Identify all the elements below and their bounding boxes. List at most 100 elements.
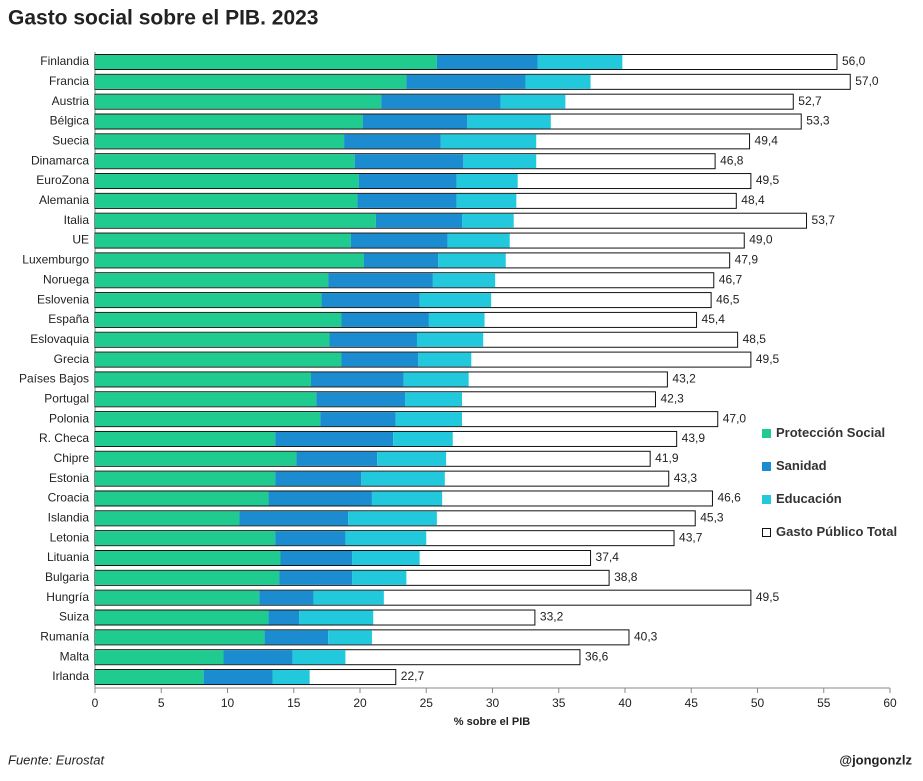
y-tick-label: Luxemburgo <box>22 253 89 267</box>
legend-item: Gasto Público Total <box>762 524 912 539</box>
legend-label: Educación <box>776 491 842 506</box>
bar-segment <box>341 352 419 367</box>
bar-segment <box>438 253 506 268</box>
value-label: 43,7 <box>679 530 703 544</box>
chart-title: Gasto social sobre el PIB. 2023 <box>8 7 318 30</box>
legend-label: Gasto Público Total <box>776 524 898 539</box>
bar-segment <box>275 471 362 486</box>
value-label: 36,6 <box>585 649 609 663</box>
value-label: 43,9 <box>682 431 706 445</box>
legend-item: Protección Social <box>762 425 912 440</box>
bar-segment <box>329 332 417 347</box>
x-axis-label: % sobre el PIB <box>454 716 530 728</box>
bar-segment <box>95 372 311 387</box>
bar-segment <box>354 154 464 169</box>
y-tick-label: EuroZona <box>36 173 89 187</box>
value-label: 46,8 <box>720 153 744 167</box>
y-tick-label: Chipre <box>54 451 90 465</box>
x-tick-label: 0 <box>92 696 99 710</box>
bar-segment <box>95 293 322 308</box>
bar-segment <box>500 94 566 109</box>
bar-segment <box>321 293 420 308</box>
bar-segment <box>358 174 457 189</box>
bar-segment <box>268 610 300 625</box>
bar-segment <box>428 312 485 327</box>
source: Fuente: Eurostat <box>8 752 105 767</box>
bar-segment <box>352 551 420 565</box>
bar-segment <box>432 273 496 288</box>
bar-segment <box>95 332 330 347</box>
value-label: 52,7 <box>798 94 822 108</box>
x-tick-label: 10 <box>221 696 235 710</box>
value-label: 37,4 <box>596 550 620 564</box>
bar-segment <box>239 511 349 526</box>
x-tick-label: 45 <box>685 696 699 710</box>
y-tick-label: Bélgica <box>50 114 90 128</box>
value-label: 43,2 <box>672 372 696 386</box>
bar-segment <box>416 332 484 347</box>
y-tick-label: Austria <box>52 94 90 108</box>
bar-segment <box>344 134 441 149</box>
y-tick-label: Rumanía <box>40 630 89 644</box>
bar-segment <box>403 372 469 387</box>
y-tick-label: Letonia <box>50 530 90 544</box>
x-tick-label: 40 <box>618 696 632 710</box>
y-tick-label: Irlanda <box>52 669 89 683</box>
y-tick-label: España <box>48 312 89 326</box>
legend-item: Educación <box>762 491 912 506</box>
bar-segment <box>418 352 472 367</box>
bar-segment <box>264 630 329 645</box>
bar-segment <box>95 233 351 248</box>
credit: @jongonzlz <box>839 752 912 767</box>
value-label: 45,3 <box>700 510 724 524</box>
bar-segment <box>537 55 623 69</box>
x-tick-label: 60 <box>883 696 897 710</box>
x-tick-label: 15 <box>287 696 301 710</box>
y-tick-label: Dinamarca <box>31 153 89 167</box>
bar-segment <box>362 114 468 129</box>
value-label: 53,3 <box>806 114 830 128</box>
bar-segment <box>95 154 355 169</box>
value-label: 43,3 <box>674 471 698 485</box>
bar-segment <box>361 471 445 486</box>
bar-segment <box>328 273 433 288</box>
bar-segment <box>316 392 406 407</box>
value-label: 46,7 <box>719 272 743 286</box>
x-tick-label: 35 <box>552 696 566 710</box>
bar-segment <box>463 154 537 169</box>
value-label: 56,0 <box>842 54 866 68</box>
bar-segment <box>371 491 443 506</box>
bar-segment <box>296 451 378 466</box>
bar-segment <box>456 193 517 208</box>
value-label: 49,0 <box>749 233 773 247</box>
y-tick-label: Bulgaria <box>45 570 89 584</box>
value-label: 57,0 <box>855 74 879 88</box>
value-label: 49,5 <box>756 173 780 187</box>
bar-segment <box>95 650 224 665</box>
bar-segment <box>406 74 526 89</box>
value-label: 46,6 <box>717 491 741 505</box>
bar-segment <box>95 94 382 109</box>
y-tick-label: Grecia <box>54 352 90 366</box>
y-tick-label: Alemania <box>39 193 89 207</box>
bar-segment <box>405 392 463 407</box>
value-label: 33,2 <box>540 610 564 624</box>
bar-segment <box>395 412 463 427</box>
bar-segment <box>345 531 427 546</box>
bar-segment <box>419 293 492 308</box>
bar-segment <box>259 590 314 605</box>
y-tick-label: UE <box>72 233 89 247</box>
value-label: 42,3 <box>660 391 684 405</box>
bar-segment <box>95 412 321 427</box>
bar-segment <box>348 511 437 526</box>
bar-segment <box>95 55 437 69</box>
bar-segment <box>377 451 447 466</box>
legend-label: Protección Social <box>776 425 886 440</box>
bar-segment <box>341 312 429 327</box>
x-tick-label: 55 <box>817 696 831 710</box>
bar-segment <box>95 253 364 268</box>
bar-segment <box>275 431 394 446</box>
bar-segment <box>393 431 453 446</box>
legend-swatch <box>762 429 771 438</box>
bar-segment <box>268 491 372 506</box>
